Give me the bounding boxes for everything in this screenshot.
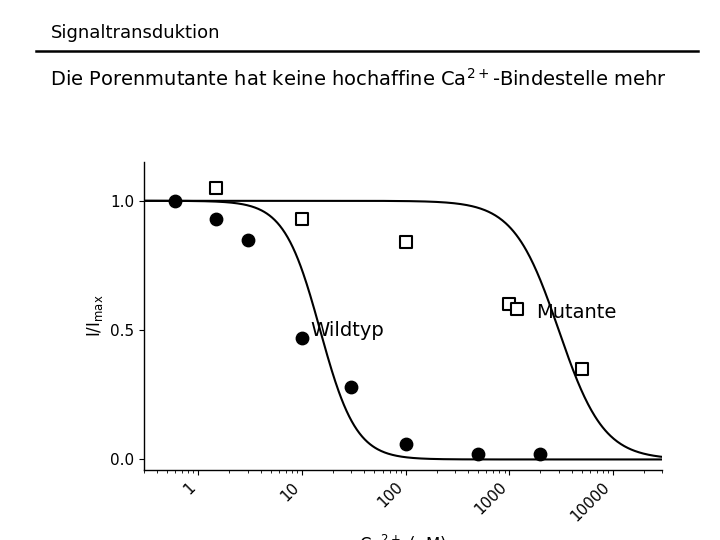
Text: Wildtyp: Wildtyp [310,321,384,340]
Point [211,184,222,192]
Point [211,214,222,223]
Point [242,235,253,244]
Point [512,305,523,314]
Y-axis label: I/I$_{\mathrm{max}}$: I/I$_{\mathrm{max}}$ [84,295,104,337]
Text: Signaltransduktion: Signaltransduktion [50,24,220,42]
Point [169,197,181,205]
Point [296,334,307,342]
X-axis label: Ca$^{2+}$ ($\mu$M): Ca$^{2+}$ ($\mu$M) [359,532,447,540]
Point [535,450,546,458]
Point [472,450,484,458]
Point [400,238,411,246]
Point [296,214,307,223]
Text: Mutante: Mutante [536,302,616,321]
Point [346,383,357,391]
Point [503,300,515,308]
Text: Die Porenmutante hat keine hochaffine Ca$^{2+}$-Bindestelle mehr: Die Porenmutante hat keine hochaffine Ca… [50,68,667,90]
Point [576,364,588,373]
Point [400,440,411,448]
